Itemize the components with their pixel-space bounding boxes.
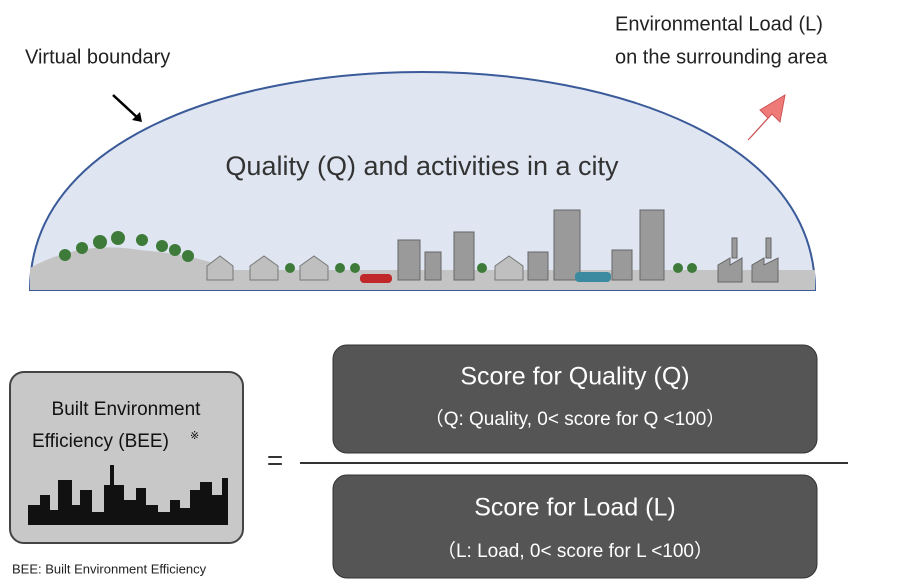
numerator-detail: （Q: Quality, 0< score for Q <100） <box>425 408 726 430</box>
denominator-title: Score for Load (L) <box>474 494 676 522</box>
denominator-box <box>333 475 817 578</box>
bee-mark: ※ <box>190 430 199 442</box>
car <box>575 272 611 282</box>
label: Quality (Q) and activities in a city <box>225 151 619 181</box>
numerator-title: Score for Quality (Q) <box>460 363 689 391</box>
footnote: BEE: Built Environment Efficiency <box>12 561 207 576</box>
bee-text: Efficiency (BEE) <box>32 431 169 452</box>
car <box>360 274 392 283</box>
equals: = <box>267 444 283 475</box>
label: on the surrounding area <box>615 46 828 68</box>
numerator-box <box>333 345 817 453</box>
label: Virtual boundary <box>25 46 170 68</box>
label: Environmental Load (L) <box>615 13 823 35</box>
diagram: Virtual boundary Environmental Load (L) … <box>0 0 902 581</box>
bee-text: Built Environment <box>52 399 202 420</box>
denominator-detail: （L: Load, 0< score for L <100） <box>437 540 713 562</box>
load-arrow <box>748 95 785 140</box>
